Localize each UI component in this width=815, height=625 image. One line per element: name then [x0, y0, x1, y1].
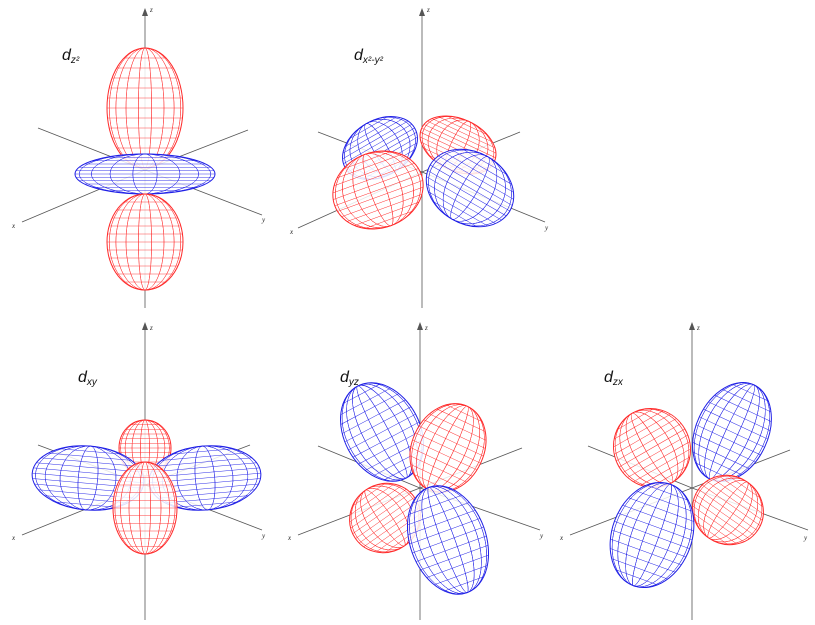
front-lobe-positive	[112, 461, 178, 555]
z-axis-arrow	[689, 322, 695, 330]
y-axis-label: y	[261, 532, 266, 540]
lower-lobe-positive	[106, 193, 184, 291]
x-axis-label: x	[11, 222, 16, 230]
front-left-lobe-positive	[332, 150, 424, 230]
x-axis-label: x	[287, 534, 292, 542]
z-axis-arrow	[419, 8, 425, 16]
torus-ring-negative	[74, 153, 216, 195]
x-axis-label: x	[559, 534, 564, 542]
orbital-title-dx2-y2: dx²-y²	[354, 47, 384, 66]
y-axis-label: y	[539, 532, 544, 540]
z-axis-label: z	[149, 324, 153, 332]
panel-dzx: z x y dzx	[559, 322, 809, 620]
y-axis-label: y	[261, 216, 266, 224]
panel-dyz: z x y dyz	[287, 322, 544, 620]
panel-dx2-y2: z x y dx²-y²	[289, 6, 549, 308]
right-lobe-negative	[148, 445, 262, 511]
lobes-dxy	[31, 419, 262, 555]
y-axis-label: y	[544, 224, 549, 232]
orbital-title-dz2: dz²	[62, 47, 80, 66]
lobes-dx2-y2	[332, 115, 515, 230]
axes-dx2-y2: z x y	[289, 6, 549, 308]
z-axis-label: z	[426, 6, 430, 14]
lower-right-lobe-negative	[406, 485, 490, 595]
upper-lobe-positive	[106, 47, 184, 169]
upper-left-lobe-negative	[340, 382, 424, 482]
lobes-dyz	[340, 382, 490, 595]
x-axis-label: x	[11, 534, 16, 542]
upper-left-lobe-positive	[612, 407, 692, 489]
lobes-dzx	[609, 381, 772, 589]
x-axis-label: x	[289, 228, 294, 236]
lobes-dz2	[74, 47, 216, 291]
orbital-title-dyz: dyz	[340, 369, 359, 388]
z-axis-arrow	[142, 322, 148, 330]
orbital-title-dzx: dzx	[604, 369, 624, 388]
lower-left-lobe-positive	[349, 482, 421, 554]
z-axis-arrow	[142, 8, 148, 16]
lower-left-lobe-negative	[609, 481, 695, 589]
panel-dxy: z x y dxy	[11, 322, 266, 620]
z-axis-label: z	[424, 324, 428, 332]
lower-right-lobe-positive	[692, 474, 764, 546]
front-right-lobe-negative	[425, 148, 515, 228]
z-axis-label: z	[149, 6, 153, 14]
z-axis-label: z	[696, 324, 700, 332]
orbital-title-dxy: dxy	[78, 369, 98, 388]
y-axis-label: y	[803, 534, 808, 542]
panel-dz2: z x y dz²	[11, 6, 266, 308]
z-axis-arrow	[417, 322, 423, 330]
